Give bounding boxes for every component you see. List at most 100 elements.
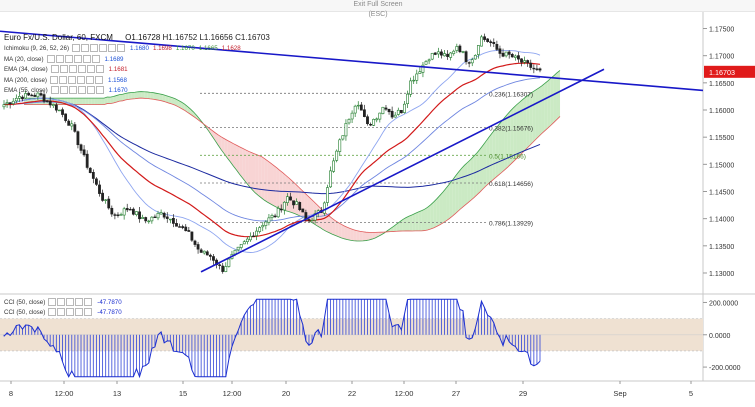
candle-body xyxy=(165,216,169,219)
candle-body xyxy=(187,230,191,232)
indicator-control-icon[interactable] xyxy=(77,75,85,84)
indicator-control-icon[interactable] xyxy=(86,86,95,95)
cci-control-icon[interactable] xyxy=(66,298,75,307)
indicator-control-icon[interactable] xyxy=(108,44,117,53)
cloud-segment xyxy=(91,98,95,105)
cloud-segment xyxy=(110,96,114,104)
cloud-segment xyxy=(473,153,477,198)
indicator-value: 1.1689 xyxy=(104,55,124,63)
cloud-segment xyxy=(162,94,166,102)
indicator-control-icon[interactable] xyxy=(91,54,100,63)
cloud-segment xyxy=(535,88,539,140)
candle-body xyxy=(138,211,141,220)
cci-tick-label: -200.0000 xyxy=(709,365,741,372)
indicator-control-icon[interactable] xyxy=(77,65,86,74)
cloud-segment xyxy=(171,97,175,106)
indicator-control-buttons[interactable] xyxy=(50,86,105,96)
candle-body xyxy=(381,106,385,114)
indicator-control-icon[interactable] xyxy=(46,54,55,63)
cci-legend-row[interactable]: CCI (50, close) -47.7870 xyxy=(4,308,122,318)
cloud-segment xyxy=(264,158,268,203)
cloud-segment xyxy=(359,231,363,241)
indicator-control-buttons[interactable] xyxy=(46,54,101,65)
indicator-control-icon[interactable] xyxy=(95,86,104,95)
indicator-control-icon[interactable] xyxy=(68,86,77,95)
candle-body xyxy=(375,118,379,121)
indicator-control-icon[interactable] xyxy=(99,44,108,53)
cloud-segment xyxy=(301,189,305,219)
indicator-legend-row[interactable]: EMA (55, close) 1.1670 xyxy=(4,86,128,96)
cloud-segment xyxy=(325,213,329,233)
cci-control-icon[interactable] xyxy=(57,308,66,317)
cloud-segment xyxy=(406,216,410,231)
candle-body xyxy=(446,53,449,57)
cloud-segment xyxy=(39,98,43,105)
indicator-control-buttons[interactable] xyxy=(50,65,105,75)
indicator-control-icon[interactable] xyxy=(95,65,104,74)
indicator-control-icon[interactable] xyxy=(72,44,81,53)
indicator-legend-row[interactable]: MA (20, close) 1.1689 xyxy=(4,54,124,65)
indicator-control-icon[interactable] xyxy=(50,75,58,84)
time-tick-label: 13 xyxy=(113,389,121,398)
indicator-control-icon[interactable] xyxy=(81,44,90,53)
candle-body xyxy=(48,100,52,106)
indicator-control-buttons[interactable] xyxy=(50,75,104,86)
indicator-legend-row[interactable]: MA (200, close) 1.1568 xyxy=(4,75,127,86)
cloud-segment xyxy=(510,107,514,165)
indicator-name: EMA (55, close) xyxy=(4,87,48,94)
indicator-control-icon[interactable] xyxy=(82,54,91,63)
indicator-control-buttons[interactable] xyxy=(72,44,126,54)
indicator-control-icon[interactable] xyxy=(64,54,73,63)
indicator-control-icon[interactable] xyxy=(50,65,59,74)
indicator-control-icon[interactable] xyxy=(50,86,59,95)
cci-control-icon[interactable] xyxy=(48,308,57,317)
candle-body xyxy=(168,218,172,221)
candle-body xyxy=(399,109,403,114)
indicator-legend-row[interactable]: EMA (34, close) 1.1681 xyxy=(4,65,128,75)
cci-control-icon[interactable] xyxy=(48,298,57,307)
cci-legend-row[interactable]: CCI (50, close) -47.7870 xyxy=(4,298,122,308)
cloud-segment xyxy=(57,98,61,105)
candle-body xyxy=(464,51,468,63)
indicator-control-icon[interactable] xyxy=(77,86,86,95)
cci-control-icon[interactable] xyxy=(57,298,66,307)
candle-body xyxy=(282,201,286,211)
candle-body xyxy=(162,212,166,218)
indicator-legend-row[interactable]: Ichimoku (9, 26, 52, 26) 1.1680 1.1698 1.16… xyxy=(4,44,241,54)
indicator-control-icon[interactable] xyxy=(59,86,68,95)
indicator-control-icon[interactable] xyxy=(117,44,126,53)
indicator-control-icon[interactable] xyxy=(73,54,82,63)
cci-control-icon[interactable] xyxy=(75,298,84,307)
candle-body xyxy=(335,150,339,161)
indicator-control-icon[interactable] xyxy=(59,65,68,74)
candle-body xyxy=(415,73,419,81)
indicator-control-icon[interactable] xyxy=(59,75,67,84)
indicator-control-icon[interactable] xyxy=(68,65,77,74)
candle-body xyxy=(369,123,372,126)
candle-body xyxy=(61,109,64,115)
cci-control-buttons[interactable] xyxy=(48,298,93,308)
cci-control-icon[interactable] xyxy=(66,308,75,317)
exit-fullscreen-button[interactable]: Exit Full Screen (ESC) xyxy=(353,1,403,18)
cloud-segment xyxy=(174,98,179,107)
candle-body xyxy=(276,208,280,218)
cloud-segment xyxy=(553,72,557,123)
cloud-segment xyxy=(181,101,185,111)
cci-control-buttons[interactable] xyxy=(48,308,93,318)
price-tick-label: 1.13500 xyxy=(709,244,734,251)
indicator-control-icon[interactable] xyxy=(95,75,103,84)
cci-control-icon[interactable] xyxy=(75,308,84,317)
candle-body xyxy=(341,135,345,140)
cci-control-icon[interactable] xyxy=(84,308,93,317)
candle-body xyxy=(332,160,336,172)
cloud-segment xyxy=(147,91,151,99)
candle-body xyxy=(470,59,474,64)
indicator-control-icon[interactable] xyxy=(55,54,64,63)
indicator-control-icon[interactable] xyxy=(86,65,95,74)
indicator-control-icon[interactable] xyxy=(68,75,76,84)
cci-control-icon[interactable] xyxy=(84,298,93,307)
indicator-control-icon[interactable] xyxy=(86,75,94,84)
indicator-control-icon[interactable] xyxy=(90,44,99,53)
candle-body xyxy=(366,116,369,125)
